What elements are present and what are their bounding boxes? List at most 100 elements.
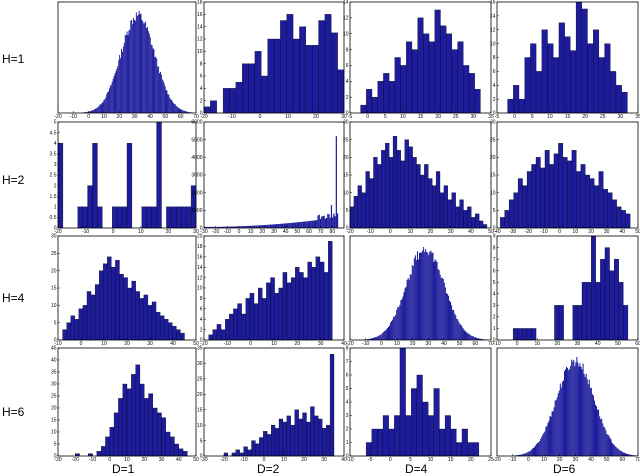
bar-h-4-d-2-24	[307, 261, 312, 341]
bar-h-1-d-1-108	[182, 110, 184, 113]
xtick-label-h-1-d-2-1: -10	[228, 114, 235, 120]
bar-h-2-d-2-34	[245, 226, 247, 228]
bar-h-1-d-1-102	[176, 106, 178, 113]
bar-h-4-d-1-13	[115, 260, 120, 341]
bar-h-1-d-1-34	[113, 76, 115, 113]
bar-h-2-d-2-74	[294, 222, 296, 228]
bar-h-4-d-4-59	[424, 252, 426, 340]
bar-h-4-d-4-36	[400, 300, 402, 340]
bar-h-4-d-4-57	[422, 250, 424, 340]
xtick-label-h-4-d-4-2: 0	[380, 341, 383, 347]
bar-h-2-d-4-16	[412, 157, 417, 229]
bar-h-4-d-4-29	[393, 316, 395, 340]
ytick-label-h-6-d-1-0: 0	[54, 454, 57, 460]
bar-h-1-d-2-9	[261, 75, 268, 114]
bar-h-1-d-1-48	[126, 31, 128, 113]
ytick-label-h-1-d-4-7: 14	[343, 0, 349, 6]
xtick-label-h-6-d-1-5: 20	[141, 457, 147, 463]
bar-h-4-d-1-18	[135, 291, 140, 341]
frame-h-4-d-4	[349, 235, 492, 341]
bar-h-2-d-1-24	[176, 206, 182, 229]
bar-h-2-d-2-55	[271, 224, 273, 228]
bar-h-1-d-1-94	[169, 97, 171, 113]
bar-h-2-d-2-40	[252, 225, 255, 228]
bar-h-6-d-6-14	[527, 451, 529, 456]
bar-h-6-d-4-18	[467, 442, 474, 457]
bar-h-4-d-4-31	[395, 314, 397, 340]
bar-h-4-d-6-20	[604, 247, 610, 341]
bar-h-2-d-6-22	[598, 171, 604, 229]
bar-h-2-d-4-30	[467, 206, 472, 229]
bar-h-2-d-4-24	[443, 185, 448, 229]
bar-h-6-d-6-57	[572, 361, 574, 456]
bar-h-1-d-6-12	[575, 1, 582, 114]
bar-h-4-d-4-73	[438, 270, 440, 340]
bar-h-4-d-4-68	[433, 261, 435, 340]
bar-h-1-d-1-12	[93, 109, 95, 113]
ytick-label-h-6-d-1-8: 40	[51, 358, 57, 364]
xtick-label-h-6-d-6-7: 50	[604, 457, 610, 463]
xtick-label-h-6-d-2-5: 20	[301, 457, 307, 463]
bar-h-1-d-6-11	[570, 50, 577, 114]
bar-h-6-d-2-20	[302, 412, 307, 457]
xtick-label-h-2-d-2-3: 0	[238, 229, 241, 235]
bar-h-2-d-6-27	[621, 210, 626, 229]
bar-h-1-d-2-1	[210, 100, 217, 114]
bar-h-6-d-1-24	[178, 448, 184, 457]
bar-h-6-d-4-17	[461, 428, 468, 457]
bar-h-1-d-4-18	[463, 65, 470, 114]
bar-h-1-d-4-9	[411, 49, 418, 114]
bar-h-4-d-4-14	[377, 335, 379, 340]
bar-h-4-d-4-64	[429, 251, 431, 340]
bar-h-4-d-4-95	[461, 326, 463, 340]
bar-h-6-d-6-78	[593, 400, 595, 456]
bar-h-2-d-2-4	[208, 226, 211, 228]
bar-h-1-d-1-49	[127, 35, 129, 113]
bar-h-4-d-4-46	[410, 274, 412, 340]
bar-h-4-d-4-88	[454, 313, 456, 340]
bar-h-2-d-2-98	[323, 215, 325, 228]
xtick-label-h-4-d-1-5: 40	[170, 341, 176, 347]
bar-h-2-d-4-31	[471, 217, 476, 229]
xtick-label-h-1-d-6-5: 20	[582, 114, 588, 120]
bar-h-6-d-6-8	[521, 454, 523, 456]
bar-h-2-d-2-85	[307, 221, 309, 228]
bar-h-6-d-6-45	[559, 383, 561, 456]
bar-h-2-d-6-17	[576, 171, 581, 229]
xtick-label-h-2-d-2-11: 80	[330, 229, 336, 235]
bar-h-6-d-6-76	[591, 394, 593, 456]
col-label-d2: D=2	[257, 462, 280, 476]
bar-h-4-d-4-12	[375, 336, 377, 340]
bar-h-2-d-2-77	[297, 222, 300, 228]
xtick-label-h-1-d-1-3: 10	[101, 114, 107, 120]
bar-h-4-d-4-47	[411, 264, 413, 340]
xtick-label-h-4-d-1-2: 10	[101, 341, 107, 347]
row-label-h4: H=4	[2, 291, 25, 305]
ytick-label-h-4-d-2-4: 8	[200, 296, 203, 302]
ytick-label-h-2-d-1-7: 3.5	[50, 152, 57, 158]
bar-h-1-d-6-20	[621, 92, 628, 114]
xtick-label-h-6-d-1-0: -30	[54, 457, 61, 463]
bar-h-2-d-2-94	[318, 214, 320, 228]
bar-h-2-d-2-62	[279, 223, 281, 228]
bar-h-6-d-2-25	[322, 428, 327, 457]
xtick-label-h-1-d-6-2: 5	[531, 114, 534, 120]
bar-h-6-d-2-16	[286, 415, 291, 457]
bar-h-2-d-6-5	[522, 185, 528, 229]
bar-h-6-d-4-8	[411, 388, 418, 457]
xtick-label-h-6-d-2-0: -30	[200, 457, 207, 463]
bar-h-1-d-1-98	[172, 103, 174, 113]
bar-h-2-d-2-36	[247, 225, 250, 228]
bar-h-4-d-4-16	[379, 334, 381, 340]
bar-h-6-d-2-10	[263, 431, 268, 457]
bar-h-1-d-1-10	[91, 110, 93, 113]
ytick-label-h-1-d-2-6: 12	[197, 37, 203, 43]
bar-h-1-d-1-74	[150, 44, 152, 113]
bar-h-6-d-6-50	[564, 369, 567, 456]
ytick-label-h-2-d-6-2: 10	[490, 190, 496, 196]
bar-h-6-d-1-23	[174, 443, 179, 457]
bar-h-4-d-4-72	[437, 269, 439, 340]
xtick-label-h-6-d-2-4: 10	[281, 457, 287, 463]
bar-h-2-d-6-21	[594, 185, 599, 229]
bar-h-2-d-6-23	[603, 188, 608, 229]
